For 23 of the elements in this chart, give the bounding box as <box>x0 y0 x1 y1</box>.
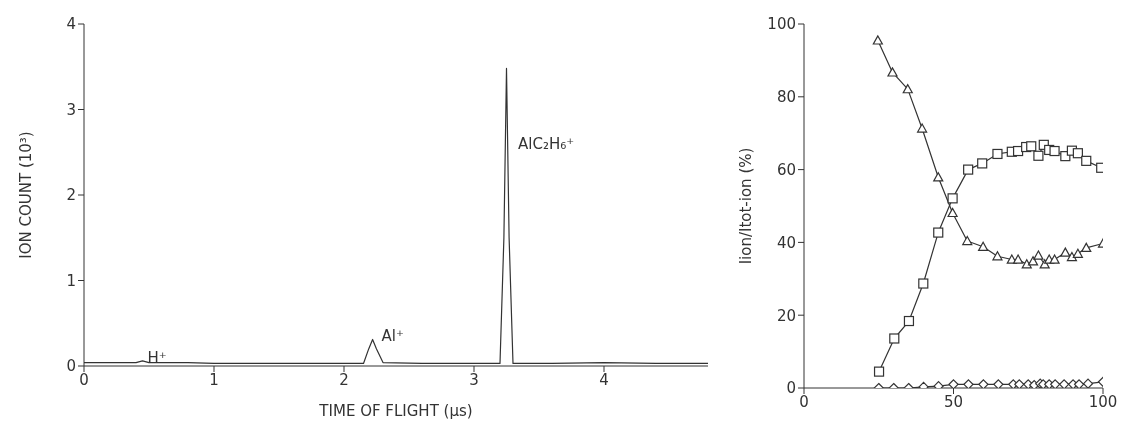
y-tick-label: 100 <box>767 15 796 34</box>
x-tick-label: 4 <box>599 370 609 389</box>
x-tick-label: 50 <box>943 392 964 411</box>
y-tick-label: 40 <box>776 233 796 252</box>
y-tick-label: 20 <box>776 306 796 325</box>
y-tick-label: 80 <box>776 88 796 107</box>
x-tick-label: 100 <box>1088 392 1118 411</box>
x-tick-label: 1 <box>209 370 219 389</box>
x-axis-title: TIME OF FLIGHT (µs) <box>318 402 473 420</box>
y-axis-title: ION COUNT (10³) <box>17 131 36 259</box>
annotation: AlC₂H₆⁺ <box>518 135 575 154</box>
y-tick-label: 1 <box>66 271 76 290</box>
x-tick-label: 0 <box>79 370 89 389</box>
y-axis-title: Iion/Itot-ion (%) <box>737 147 756 265</box>
x-tick-label: 0 <box>799 392 809 411</box>
y-tick-label: 60 <box>776 160 796 179</box>
y-tick-label: 4 <box>66 15 76 34</box>
x-tick-label: 3 <box>469 370 479 389</box>
x-tick-label: 2 <box>339 370 349 389</box>
y-tick-label: 2 <box>66 186 76 205</box>
y-tick-label: 3 <box>66 100 76 119</box>
annotation: Al⁺ <box>381 327 404 346</box>
y-tick-label: 0 <box>66 357 76 376</box>
